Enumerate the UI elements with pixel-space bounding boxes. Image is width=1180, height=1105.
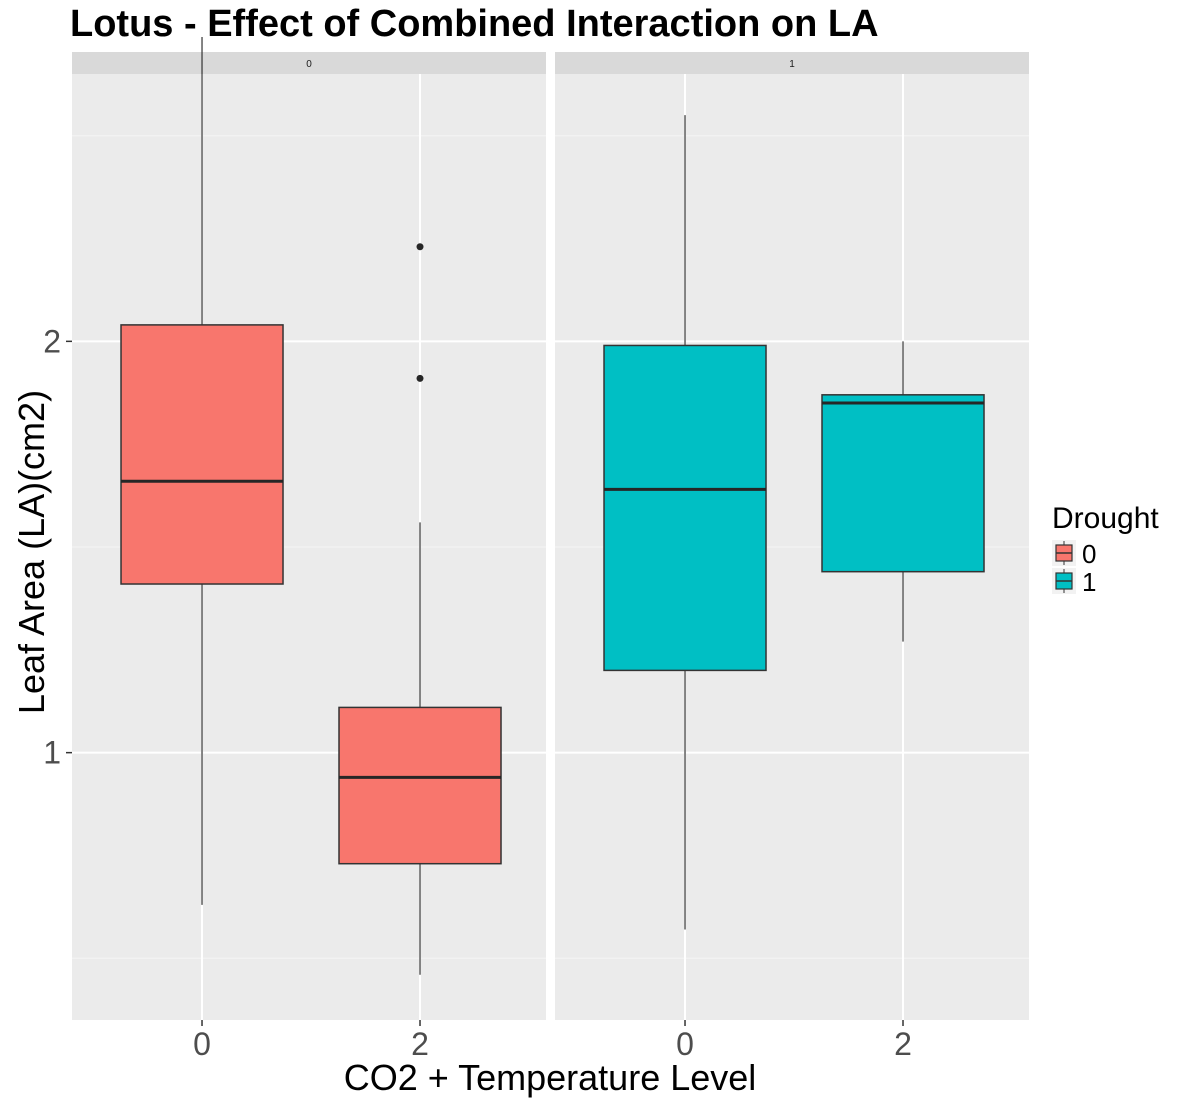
x-tick-label: 2	[894, 1026, 912, 1062]
chart-title: Lotus - Effect of Combined Interaction o…	[70, 3, 879, 45]
y-tick-label: 2	[43, 323, 61, 359]
x-axis-title: CO2 + Temperature Level	[344, 1057, 757, 1098]
y-tick-label: 1	[43, 735, 61, 771]
outlier-point	[416, 374, 424, 382]
box	[338, 706, 502, 865]
x-axis: 0 2 0 2	[193, 1020, 912, 1062]
legend-label: 0	[1082, 539, 1096, 569]
boxplot-facet-0-x-2	[338, 243, 502, 975]
facet-strip	[72, 52, 546, 74]
legend-entry-0: 0	[1052, 539, 1096, 569]
x-tick-label: 0	[676, 1026, 694, 1062]
y-axis-title: Leaf Area (LA)(cm2)	[11, 390, 52, 714]
facet-panel-0: 0	[72, 36, 546, 1020]
box	[821, 394, 985, 573]
facet-strip	[555, 52, 1029, 74]
legend: Drought 01	[1052, 502, 1159, 597]
legend-label: 1	[1082, 567, 1096, 597]
box	[120, 324, 284, 585]
facet-strip-label: 0	[306, 59, 312, 70]
legend-entry-1: 1	[1052, 567, 1096, 597]
x-tick-label: 0	[193, 1026, 211, 1062]
boxplot-facet-1-x-2	[821, 341, 985, 642]
facet-strip-label: 1	[789, 59, 795, 70]
y-axis: 12	[43, 323, 72, 771]
boxplot-facet-1-x-0	[603, 115, 767, 930]
facet-panel-1: 1	[555, 52, 1029, 1020]
boxplot-facet-0-x-0	[120, 36, 284, 905]
outlier-point	[416, 243, 424, 251]
x-tick-label: 2	[411, 1026, 429, 1062]
legend-title: Drought	[1052, 502, 1159, 535]
box	[603, 344, 767, 672]
